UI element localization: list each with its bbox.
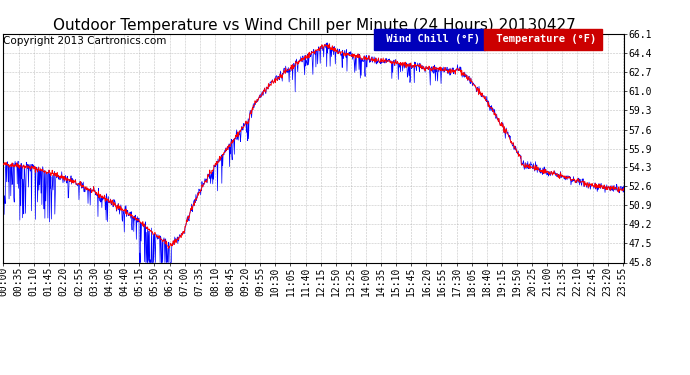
Text: Wind Chill (°F): Wind Chill (°F) xyxy=(380,34,480,44)
Text: Temperature (°F): Temperature (°F) xyxy=(490,34,596,44)
Title: Outdoor Temperature vs Wind Chill per Minute (24 Hours) 20130427: Outdoor Temperature vs Wind Chill per Mi… xyxy=(52,18,575,33)
Text: Copyright 2013 Cartronics.com: Copyright 2013 Cartronics.com xyxy=(3,36,167,46)
